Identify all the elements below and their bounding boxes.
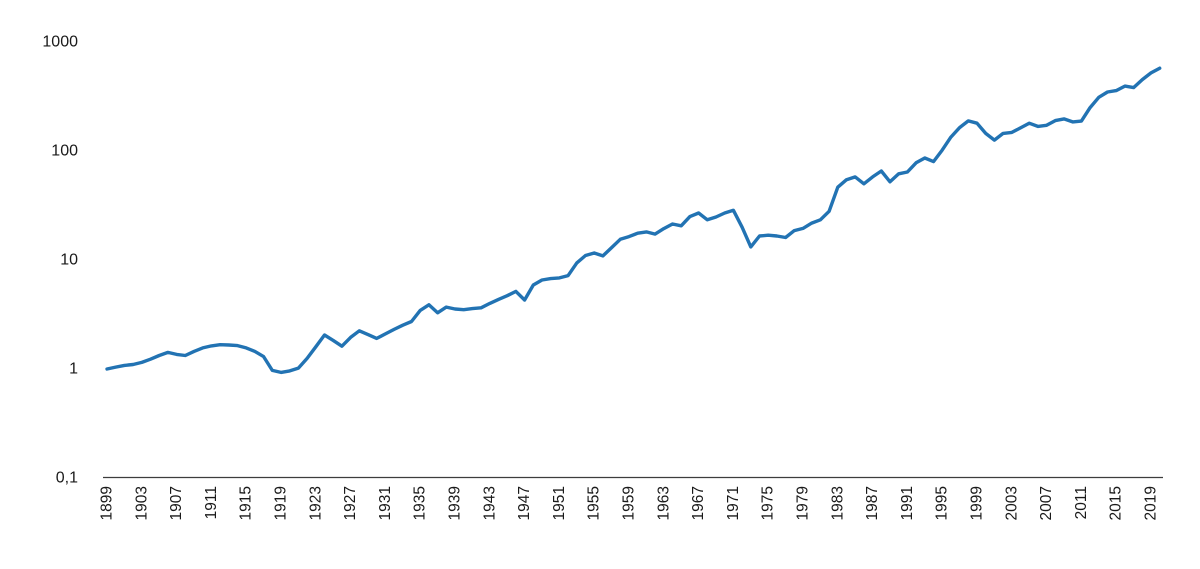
x-tick-label: 1947 (516, 486, 533, 520)
x-tick-label: 1983 (829, 486, 846, 520)
x-tick-label: 1979 (795, 486, 812, 520)
x-tick-label: 1927 (342, 486, 359, 520)
series-line-index-value (105, 66, 1162, 375)
x-tick-label: 2019 (1143, 486, 1160, 520)
x-tick-label: 1951 (551, 486, 568, 520)
x-tick-label: 1915 (238, 486, 255, 520)
x-tick-label: 1967 (690, 486, 707, 520)
x-tick-label: 1907 (168, 486, 185, 520)
x-tick-label: 1939 (447, 486, 464, 520)
x-tick-label: 1911 (203, 486, 220, 519)
x-tick-label: 2007 (1038, 486, 1055, 520)
x-tick-label: 1955 (586, 486, 603, 520)
x-tick-label: 1991 (899, 486, 916, 520)
x-tick-label: 1987 (864, 486, 881, 520)
x-tick-label: 1919 (273, 486, 290, 520)
x-tick-label: 1935 (412, 486, 429, 520)
x-tick-label: 1899 (99, 486, 116, 520)
x-tick-label: 1999 (969, 486, 986, 520)
x-tick-label: 1963 (655, 486, 672, 520)
y-tick-label: 0,1 (56, 470, 78, 487)
x-tick-label: 2003 (1003, 486, 1020, 520)
y-tick-label: 100 (51, 143, 78, 160)
x-tick-label: 1903 (133, 486, 150, 520)
x-axis-tick-labels: 1899 1903 1907 1911 1915 1919 1923 1927 1931 1935… (99, 486, 1160, 520)
x-tick-label: 1931 (377, 486, 394, 520)
x-tick-label: 1971 (725, 486, 742, 520)
y-tick-label: 10 (60, 252, 78, 269)
y-tick-label: 1 (69, 361, 78, 378)
x-tick-label: 2015 (1108, 486, 1125, 520)
y-axis-tick-labels: 1000 100 10 1 0,1 (42, 34, 78, 487)
x-tick-label: 1995 (934, 486, 951, 520)
x-tick-label: 1959 (621, 486, 638, 520)
y-tick-label: 1000 (42, 34, 78, 51)
x-tick-label: 1923 (307, 486, 324, 520)
x-tick-label: 1943 (481, 486, 498, 520)
x-tick-label: 1975 (760, 486, 777, 520)
x-tick-label: 2011 (1073, 486, 1090, 519)
